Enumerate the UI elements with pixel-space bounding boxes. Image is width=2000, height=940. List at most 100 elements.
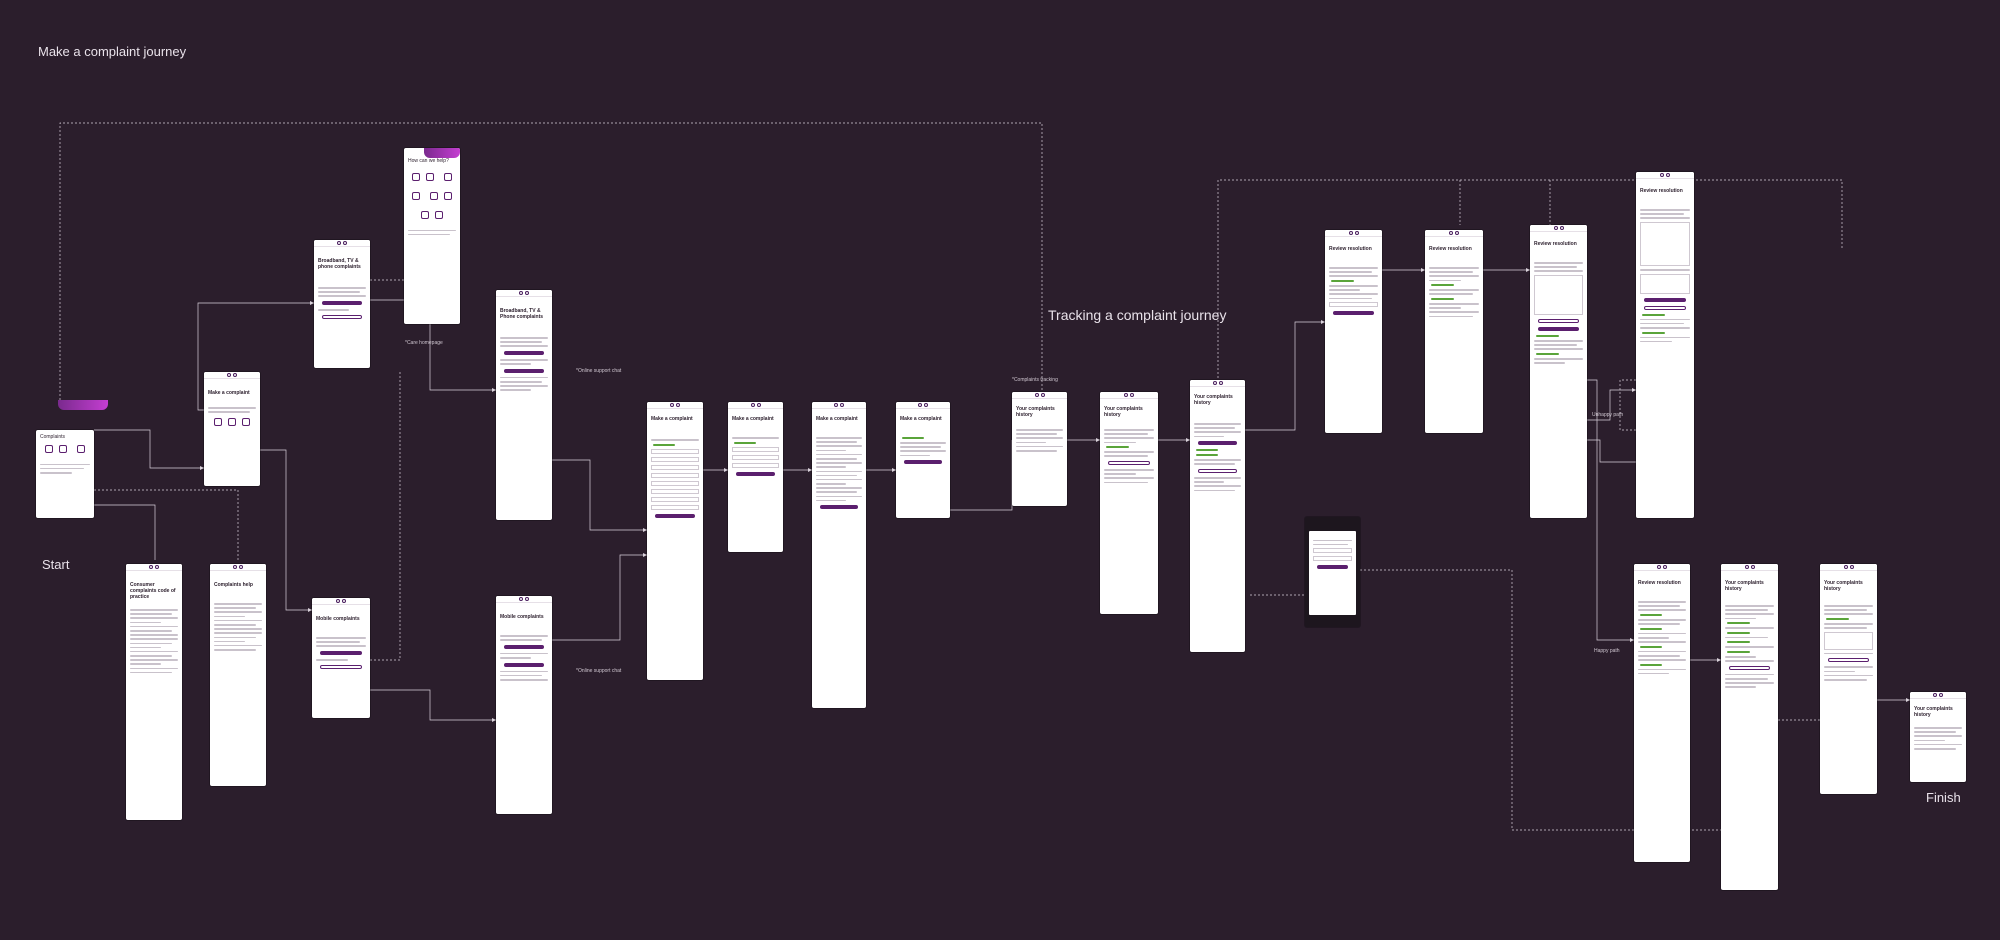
screen-title: Review resolution xyxy=(1534,241,1577,247)
connector-unhappy-back xyxy=(1619,379,1640,431)
submit-button[interactable] xyxy=(1333,311,1374,316)
form-field[interactable] xyxy=(732,462,779,468)
screen-make-a-complaint-1: Make a complaint xyxy=(204,372,260,486)
annotation-online-support-chat-1: *Online support chat xyxy=(576,368,622,374)
connector-m2-to-form xyxy=(552,554,647,641)
connector-review-3-unhappy xyxy=(1587,439,1636,463)
form-field[interactable] xyxy=(1313,548,1352,554)
submit-button[interactable] xyxy=(1644,297,1686,302)
mobile-icon[interactable] xyxy=(228,418,236,427)
update-button[interactable] xyxy=(1108,460,1150,465)
screen-title: Broadband, TV & Phone complaints xyxy=(500,308,544,320)
form-field[interactable] xyxy=(651,488,699,494)
resolve-button[interactable] xyxy=(1538,318,1579,323)
screen-history-happy-1: Your complaints history xyxy=(1721,564,1778,890)
submit-button[interactable] xyxy=(1317,565,1348,570)
connector-history-3-review xyxy=(1245,321,1325,431)
cta-button[interactable] xyxy=(504,350,544,355)
not-resolved-button[interactable] xyxy=(1538,326,1579,331)
update-button[interactable] xyxy=(1198,468,1237,473)
other-icon[interactable] xyxy=(242,418,250,427)
form-field[interactable] xyxy=(651,448,699,454)
screen-title: Make a complaint xyxy=(208,390,250,396)
form-field[interactable] xyxy=(1640,273,1690,294)
brand-header-blob xyxy=(58,400,108,410)
screen-title: Your complaints history xyxy=(1824,580,1863,592)
screen-mobile-1: Mobile complaints xyxy=(312,598,370,718)
screen-title: Make a complaint xyxy=(732,416,774,422)
screen-title: Review resolution xyxy=(1638,580,1681,586)
screen-broadband-1: Broadband, TV & phone complaints xyxy=(314,240,370,368)
annotation-online-support-chat-2: *Online support chat xyxy=(576,668,622,674)
screen-title: Make a complaint xyxy=(816,416,858,422)
track-complaint-icon[interactable] xyxy=(58,445,67,453)
resolution-text-box[interactable] xyxy=(1534,274,1583,315)
cta-button[interactable] xyxy=(504,644,544,649)
update-button[interactable] xyxy=(1828,658,1869,663)
screen-review-3: Review resolution xyxy=(1530,225,1587,518)
connector-b2-to-form xyxy=(552,459,647,531)
tile-icon[interactable] xyxy=(411,173,420,181)
form-field[interactable] xyxy=(732,446,779,452)
screen-title: Broadband, TV & phone complaints xyxy=(318,258,361,270)
tile-icon[interactable] xyxy=(444,173,453,181)
form-field[interactable] xyxy=(732,454,779,460)
form-field[interactable] xyxy=(651,456,699,462)
screen-title: Review resolution xyxy=(1329,246,1372,252)
make-complaint-button[interactable] xyxy=(322,314,362,319)
form-field[interactable] xyxy=(1824,631,1873,650)
annotation-complaints-tracking: *Complaints tracking xyxy=(1012,377,1058,383)
screen-history-2: Your complaints history xyxy=(1100,392,1158,614)
tile-icon[interactable] xyxy=(411,192,420,200)
make-complaint-icon[interactable] xyxy=(44,445,53,453)
screen-broadband-2: Broadband, TV & Phone complaints xyxy=(496,290,552,520)
next-button[interactable] xyxy=(655,513,695,518)
form-field[interactable] xyxy=(651,472,699,478)
screen-title: Your complaints history xyxy=(1914,706,1953,718)
screen-history-1: Your complaints history xyxy=(1012,392,1067,506)
cta-button[interactable] xyxy=(504,662,544,667)
cta-button[interactable] xyxy=(504,368,544,373)
screen-title: Mobile complaints xyxy=(316,616,360,622)
form-field[interactable] xyxy=(651,504,699,510)
screen-help-hub: How can we help? xyxy=(404,148,460,324)
resolution-text-box[interactable] xyxy=(1640,221,1690,266)
screen-review-happy: Review resolution xyxy=(1634,564,1690,862)
broadband-icon[interactable] xyxy=(214,418,222,427)
cta-button[interactable] xyxy=(322,300,362,305)
form-field[interactable] xyxy=(1313,556,1352,562)
screen-header: Complaints xyxy=(40,434,66,440)
connector-top-loop xyxy=(59,122,1043,400)
form-field[interactable] xyxy=(651,496,699,502)
review-button[interactable] xyxy=(1198,441,1237,446)
cancel-button[interactable] xyxy=(1644,305,1686,310)
submit-button[interactable] xyxy=(820,505,858,510)
form-field[interactable] xyxy=(651,480,699,486)
tile-icon[interactable] xyxy=(444,192,453,200)
connector-review-loop xyxy=(1217,179,1843,390)
finish-label: Finish xyxy=(1926,790,1961,805)
screen-title: Consumer complaints code of practice xyxy=(130,582,176,600)
connector-home-to-codes xyxy=(94,504,156,560)
annotation-happy-path: Happy path xyxy=(1594,648,1620,654)
connector-make-to-mobile xyxy=(260,449,312,611)
connector-make-to-broadband xyxy=(197,302,314,411)
cta-button[interactable] xyxy=(320,650,362,655)
tile-icon[interactable] xyxy=(425,173,434,181)
screen-title: Your complaints history xyxy=(1725,580,1764,592)
screen-submitted: Make a complaint xyxy=(896,402,950,518)
complaint-help-icon[interactable] xyxy=(77,445,86,453)
tile-icon[interactable] xyxy=(421,211,429,219)
screen-complaints-home: Complaints xyxy=(36,430,94,518)
make-complaint-journey-title: Make a complaint journey xyxy=(38,44,187,59)
tile-icon[interactable] xyxy=(430,192,439,200)
update-button[interactable] xyxy=(1729,665,1770,670)
next-button[interactable] xyxy=(736,471,775,476)
track-complaint-button[interactable] xyxy=(904,460,942,465)
form-field[interactable] xyxy=(651,464,699,470)
tile-icon[interactable] xyxy=(435,211,443,219)
screen-title: Your complaints history xyxy=(1194,394,1233,406)
form-field[interactable] xyxy=(1329,302,1378,308)
make-complaint-button[interactable] xyxy=(320,664,362,669)
connector-home-to-make xyxy=(94,429,204,469)
